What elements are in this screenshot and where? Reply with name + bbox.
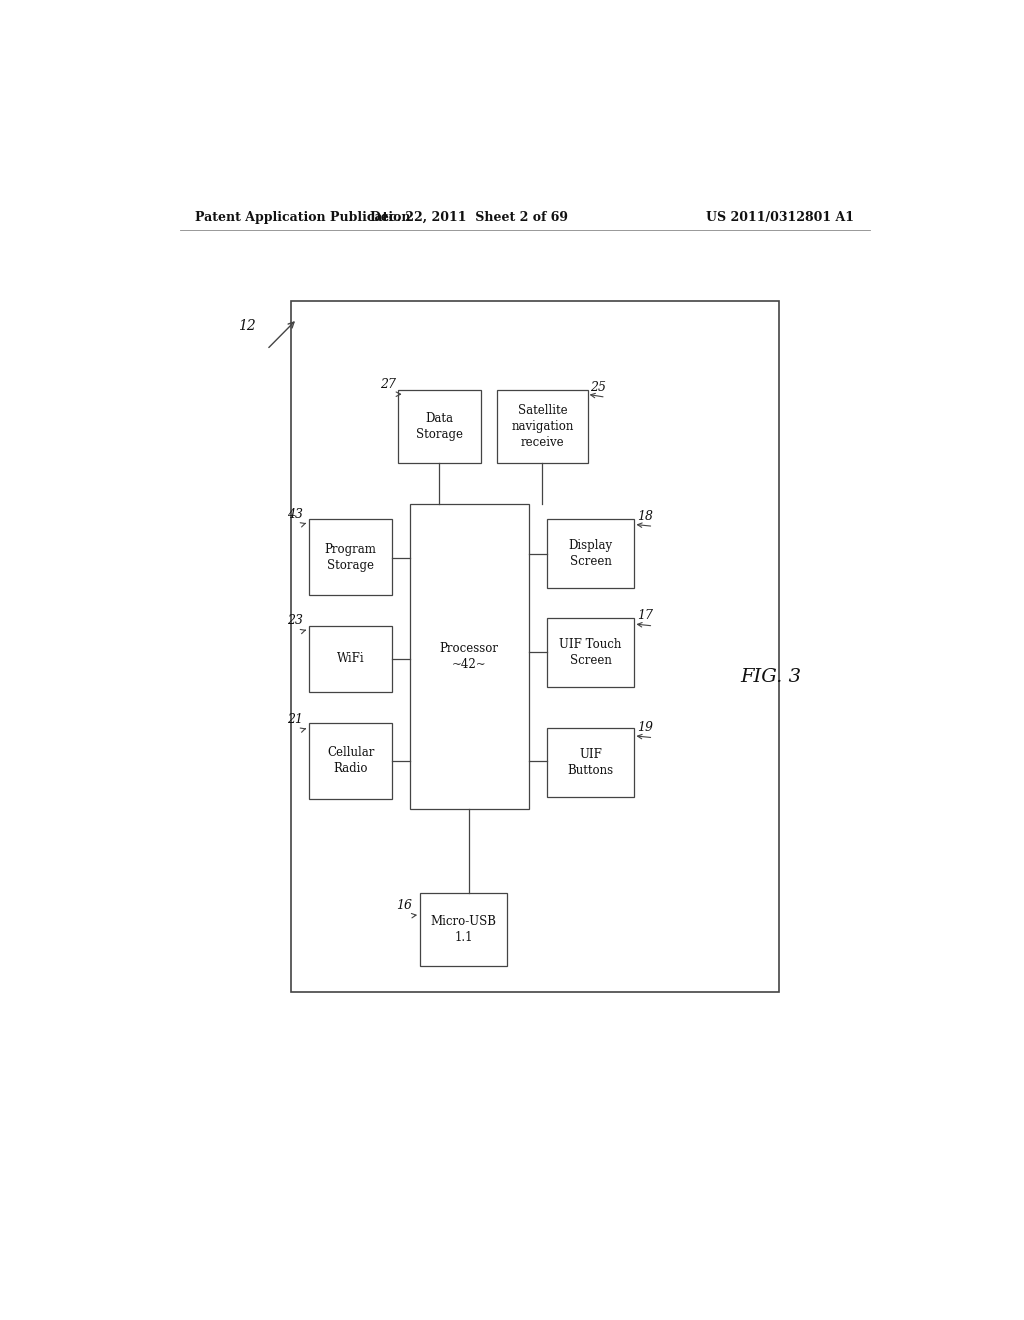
Bar bbox=[309, 519, 392, 595]
Bar bbox=[420, 894, 507, 966]
Text: Micro-USB
1.1: Micro-USB 1.1 bbox=[431, 915, 497, 944]
Text: 17: 17 bbox=[637, 610, 653, 622]
Bar bbox=[547, 519, 634, 589]
Bar bbox=[309, 722, 392, 799]
Bar bbox=[291, 301, 778, 991]
Text: 16: 16 bbox=[396, 899, 413, 912]
Text: 19: 19 bbox=[637, 721, 653, 734]
Bar bbox=[547, 727, 634, 797]
Text: Processor
~42~: Processor ~42~ bbox=[439, 642, 499, 671]
Text: 27: 27 bbox=[380, 378, 396, 391]
Text: 12: 12 bbox=[239, 319, 256, 333]
Text: Display
Screen: Display Screen bbox=[568, 540, 612, 569]
Text: FIG. 3: FIG. 3 bbox=[740, 668, 802, 686]
Text: Cellular
Radio: Cellular Radio bbox=[327, 746, 375, 775]
Text: Patent Application Publication: Patent Application Publication bbox=[196, 211, 411, 224]
Text: WiFi: WiFi bbox=[337, 652, 365, 665]
Text: 43: 43 bbox=[287, 508, 303, 520]
Bar bbox=[497, 391, 589, 463]
Text: 25: 25 bbox=[590, 380, 606, 393]
Text: UIF Touch
Screen: UIF Touch Screen bbox=[559, 638, 622, 667]
Text: 18: 18 bbox=[637, 510, 653, 523]
Text: Satellite
navigation
receive: Satellite navigation receive bbox=[511, 404, 573, 449]
Text: 23: 23 bbox=[287, 614, 303, 627]
Bar bbox=[397, 391, 481, 463]
Bar bbox=[410, 504, 528, 809]
Text: Data
Storage: Data Storage bbox=[416, 412, 463, 441]
Text: Program
Storage: Program Storage bbox=[325, 543, 377, 572]
Text: 21: 21 bbox=[287, 713, 303, 726]
Text: Dec. 22, 2011  Sheet 2 of 69: Dec. 22, 2011 Sheet 2 of 69 bbox=[371, 211, 568, 224]
Text: UIF
Buttons: UIF Buttons bbox=[567, 747, 613, 776]
Text: US 2011/0312801 A1: US 2011/0312801 A1 bbox=[707, 211, 854, 224]
Bar bbox=[547, 618, 634, 686]
Bar bbox=[309, 626, 392, 692]
